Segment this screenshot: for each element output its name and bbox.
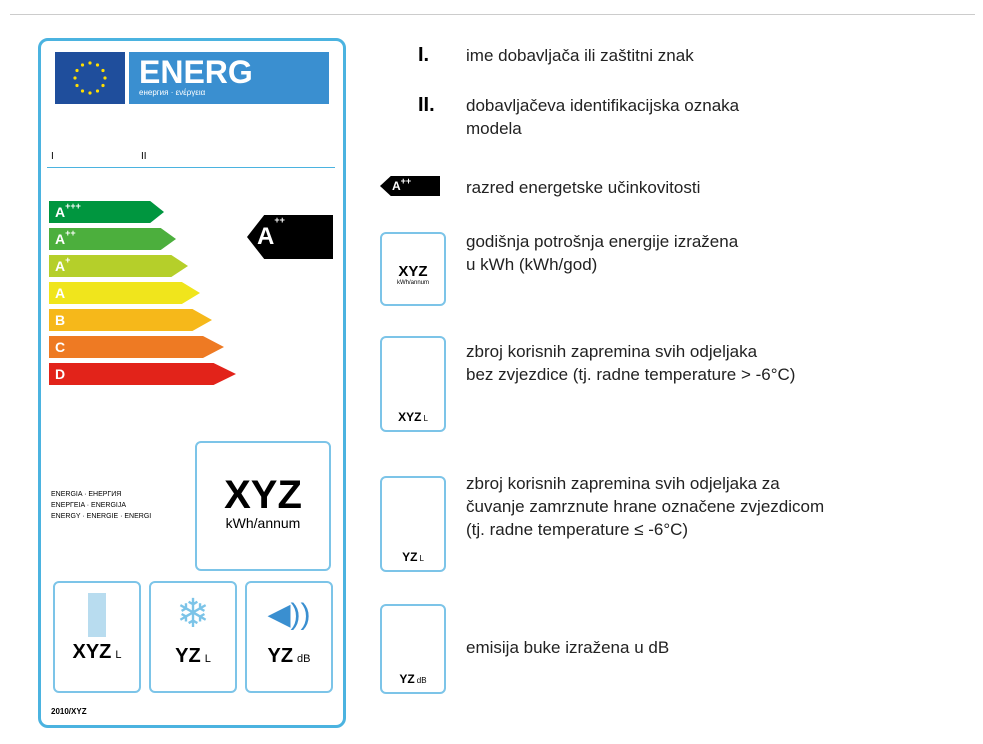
legend-box-value: YZ dB [382,672,444,686]
value: XYZ [398,410,422,424]
class-plus: + [65,255,71,265]
value-box: ❄ YZ L [149,581,237,693]
energy-word: ENERGIA · ЕНЕРГИЯ [51,491,122,498]
rule [47,167,335,168]
class-letter: D [55,366,66,382]
legend-line: dobavljačeva identifikacijska oznaka [466,96,740,115]
legend-line: čuvanje zamrznute hrane označene zvjezdi… [466,497,825,516]
legend-text: razred energetske učinkovitosti [466,176,700,199]
subtitle: енергия · ενέργεια [139,88,206,97]
legend-box-value: XYZ kWh/annum [382,263,444,286]
class-letter: A [55,285,66,301]
legend-line: zbroj korisnih zapremina svih odjeljaka [466,342,758,361]
rating-plus: ++ [274,215,285,225]
field-i: I [51,151,54,162]
energy-header: ENERG енергия · ενέργεια [129,52,329,104]
unit: dB [416,676,427,685]
class-arrow: A++ [49,228,176,250]
box-value: XYZ L [55,641,139,664]
legend-box-value: YZ L [382,550,444,564]
value-box: XYZ L [53,581,141,693]
legend-marker: I. [418,44,430,66]
legend-line: razred energetske učinkovitosti [466,178,701,197]
rating-arrow: A++ [247,215,333,259]
value: YZ [399,672,415,686]
class-plus: ++ [65,228,76,238]
field-ii: II [141,151,147,162]
legend-line: bez zvjezdice (tj. radne temperature > -… [466,365,796,384]
class-letter: C [55,339,66,355]
regulation: 2010/XYZ [51,707,87,716]
legend-text: ime dobavljača ili zaštitni znak [466,44,694,67]
icon: ◀)) [267,598,311,631]
class-arrow: A+++ [49,201,164,223]
legend-line: ime dobavljača ili zaštitni znak [466,46,694,65]
eu-flag [55,52,125,104]
legend-box-value: XYZ L [382,410,444,424]
legend-text: zbroj korisnih zapremina svih odjeljaka b… [466,340,795,386]
legend-line: godišnja potrošnja energije izražena [466,232,739,251]
legend-line: (tj. radne temperature ≤ -6°C) [466,520,689,539]
unit: dB [297,653,311,665]
legend-box: YZ L [380,476,446,572]
box-value: YZ dB [247,645,331,668]
value: YZ [267,645,294,667]
stars [73,61,107,95]
legend-rating-plus: ++ [400,176,412,186]
consumption-box: XYZ kWh/annum [195,441,331,571]
legend-line: zbroj korisnih zapremina svih odjeljaka … [466,474,780,493]
consumption-unit: kWh/annum [225,515,301,531]
legend-rating: A++ [380,176,440,196]
box-value: YZ L [151,645,235,668]
rating-letter: A [257,223,275,250]
legend-text: dobavljačeva identifikacijska oznaka mode… [466,94,739,140]
energy-word: ΕΝΕΡΓΕΙΑ · ENERGIJA [51,502,127,509]
class-letter: A [55,231,66,247]
legend-box: XYZ kWh/annum [380,232,446,306]
brand: ENERG [139,54,253,90]
class-arrow: B [49,309,212,331]
consumption-value: XYZ [224,473,302,517]
legend-box: YZ dB [380,604,446,694]
class-plus: +++ [65,201,81,211]
legend-box: XYZ L [380,336,446,432]
class-letter: A [55,204,66,220]
class-arrow: D [49,363,236,385]
legend-text: emisija buke izražena u dB [466,636,669,659]
legend-line: emisija buke izražena u dB [466,638,670,657]
legend-line: modela [466,119,522,138]
icon [88,593,106,637]
unit: L [419,554,424,563]
energy-words: ENERGIA · ЕНЕРГИЯ ΕΝΕΡΓΕΙΑ · ENERGIJA ENER… [51,489,151,522]
value: XYZ [398,263,428,280]
legend-text: godišnja potrošnja energije izražena u kW… [466,230,738,276]
value: XYZ [72,641,112,663]
legend-marker: II. [418,94,435,116]
legend-text: zbroj korisnih zapremina svih odjeljaka … [466,472,824,541]
unit: kWh/annum [396,280,429,286]
unit: L [423,414,428,423]
value-box: ◀)) YZ dB [245,581,333,693]
unit: L [115,649,122,661]
legend-rating-letter: A [392,179,401,193]
unit: L [204,653,211,665]
class-letter: B [55,312,66,328]
value: YZ [175,645,201,667]
energy-word: ENERGY · ENERGIE · ENERGI [51,513,152,520]
class-arrow: C [49,336,224,358]
value: YZ [402,550,418,564]
top-rule [10,14,975,15]
class-letter: A [55,258,66,274]
icon: ❄ [176,592,210,636]
legend-line: u kWh (kWh/god) [466,255,598,274]
class-arrow: A+ [49,255,188,277]
class-arrow: A [49,282,200,304]
energy-label: ENERG енергия · ενέργεια I II A+++ A++ A+ A… [38,38,346,728]
